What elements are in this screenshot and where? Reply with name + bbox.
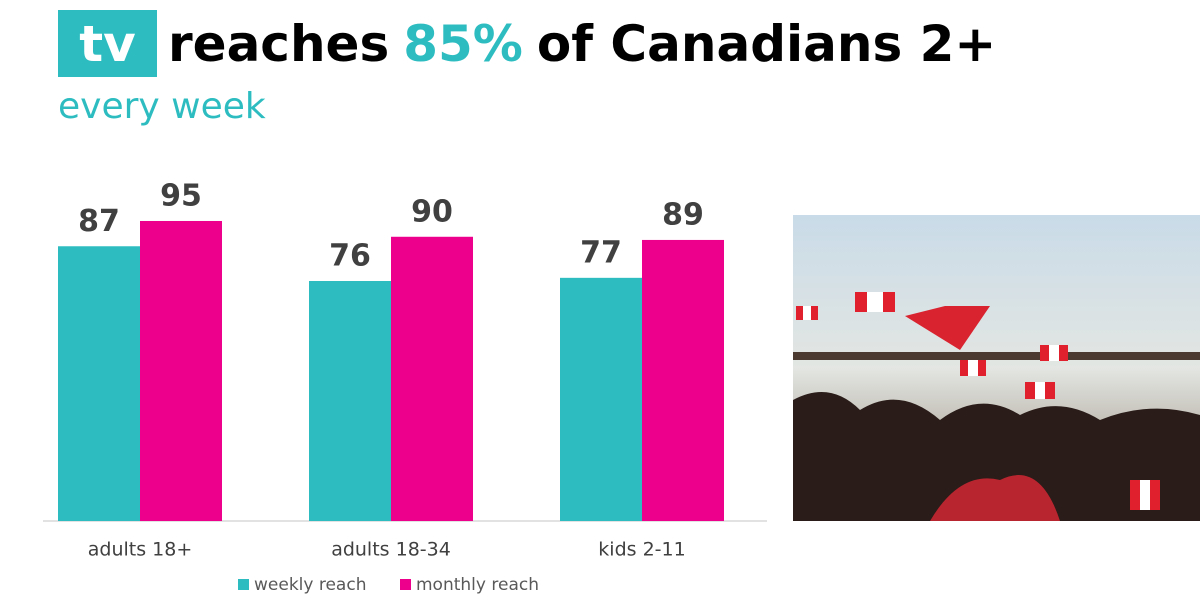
badge: tv: [58, 10, 157, 77]
data-label: 95: [160, 178, 202, 213]
title-part: reaches: [168, 14, 390, 73]
bar: [391, 236, 473, 521]
legend-label: weekly reach: [254, 575, 366, 595]
data-label: 87: [78, 204, 120, 239]
title-part: of Canadians 2+: [536, 14, 997, 73]
bar: [140, 220, 222, 522]
x-tick-label: kids 2-11: [598, 539, 685, 561]
legend-swatch: [238, 579, 249, 590]
data-label: 76: [329, 238, 371, 273]
subtitle: every week: [58, 86, 266, 127]
photo: [793, 215, 1200, 521]
title-highlight: 85%: [403, 14, 523, 73]
legend-label: monthly reach: [416, 575, 539, 595]
header: tv reaches 85% of Canadians 2+: [58, 10, 1010, 77]
data-label: 90: [411, 194, 453, 229]
x-tick-label: adults 18+: [88, 539, 193, 561]
bar: [642, 239, 724, 522]
bar: [560, 277, 642, 521]
bar: [309, 280, 391, 521]
x-tick-label: adults 18-34: [331, 539, 451, 561]
data-label: 89: [662, 197, 704, 232]
legend-swatch: [400, 579, 411, 590]
data-label: 77: [580, 235, 622, 270]
bar: [58, 246, 140, 521]
